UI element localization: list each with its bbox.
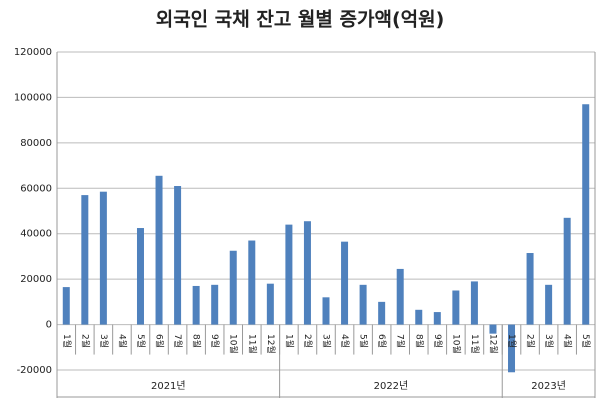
x-tick-label: 6월 — [154, 334, 166, 348]
x-tick-label: 4월 — [562, 334, 574, 348]
bar — [563, 217, 571, 325]
bar — [285, 224, 293, 325]
y-tick-label: 0 — [46, 320, 52, 331]
x-tick-label: 12월 — [487, 334, 499, 354]
x-tick-label: 6월 — [376, 334, 388, 348]
x-tick-label: 8월 — [191, 334, 203, 348]
bar — [266, 283, 274, 325]
x-tick-label: 2월 — [79, 334, 91, 348]
y-tick-label: 40000 — [20, 229, 52, 240]
x-tick-label: 3월 — [321, 334, 333, 348]
bar — [62, 287, 70, 325]
bar — [341, 241, 349, 325]
bar — [508, 324, 516, 373]
bar — [378, 301, 386, 325]
chart-title: 외국인 국채 잔고 월별 증가액(억원) — [156, 9, 445, 31]
bar — [248, 240, 256, 325]
x-tick-label: 1월 — [61, 334, 73, 348]
group-label: 2021년 — [151, 380, 186, 392]
bar — [489, 324, 497, 334]
x-tick-label: 2월 — [525, 334, 537, 348]
bar — [526, 253, 534, 325]
bar — [136, 228, 144, 325]
bar — [582, 104, 590, 325]
x-tick-label: 7월 — [172, 334, 184, 348]
y-tick-label: 120000 — [14, 47, 52, 58]
x-tick-label: 3월 — [98, 334, 110, 348]
bar — [192, 285, 200, 325]
bar — [470, 281, 478, 325]
y-tick-label: 80000 — [20, 138, 52, 149]
x-tick-label: 11월 — [246, 334, 258, 354]
group-label: 2022년 — [374, 380, 409, 392]
bar — [229, 250, 237, 325]
x-tick-label: 9월 — [209, 334, 221, 348]
x-tick-label: 4월 — [339, 334, 351, 348]
x-tick-label: 10월 — [450, 334, 462, 354]
x-tick-label: 1월 — [283, 334, 295, 348]
bar — [545, 284, 553, 325]
y-tick-label: 60000 — [20, 183, 52, 194]
bar — [359, 284, 367, 325]
x-tick-label: 8월 — [413, 334, 425, 348]
bar — [174, 186, 182, 325]
bar — [396, 268, 404, 325]
y-tick-label: -20000 — [17, 365, 52, 376]
bar — [81, 195, 89, 325]
y-tick-label: 100000 — [14, 92, 52, 103]
x-tick-label: 1월 — [506, 334, 518, 348]
x-tick-label: 3월 — [543, 334, 555, 348]
x-tick-label: 4월 — [116, 334, 128, 348]
group-label: 2023년 — [531, 380, 566, 392]
x-tick-label: 5월 — [358, 334, 370, 348]
bar — [99, 191, 107, 325]
bar — [433, 312, 441, 325]
bar — [211, 284, 219, 325]
x-tick-label: 10월 — [228, 334, 240, 354]
x-tick-label: 7월 — [395, 334, 407, 348]
y-tick-label: 20000 — [20, 274, 52, 285]
x-tick-label: 5월 — [580, 334, 592, 348]
bar — [415, 309, 423, 325]
x-tick-label: 9월 — [432, 334, 444, 348]
bar — [303, 221, 311, 325]
bar — [452, 290, 460, 325]
x-tick-label: 11월 — [469, 334, 481, 354]
x-tick-label: 12월 — [265, 334, 277, 354]
bar — [155, 175, 163, 325]
x-tick-label: 2월 — [302, 334, 314, 348]
bar — [322, 297, 330, 325]
x-tick-label: 5월 — [135, 334, 147, 348]
